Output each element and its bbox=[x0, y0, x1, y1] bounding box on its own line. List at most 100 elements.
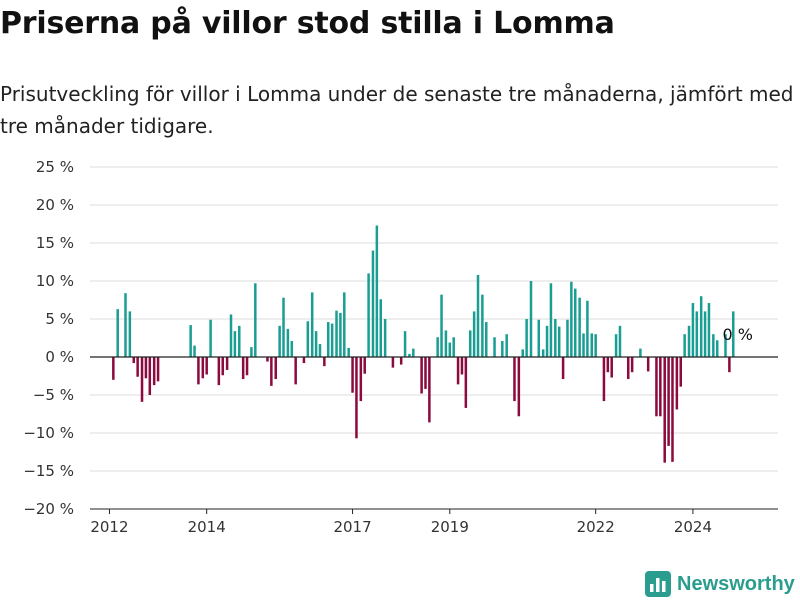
bar bbox=[485, 322, 488, 357]
y-tick-label: 25 % bbox=[36, 158, 74, 176]
bar bbox=[245, 357, 249, 376]
bar bbox=[444, 330, 448, 357]
bar bbox=[618, 325, 622, 357]
bar bbox=[323, 357, 326, 367]
bar bbox=[326, 322, 330, 357]
latest-value-label: 0 % bbox=[723, 325, 753, 344]
bar bbox=[614, 334, 618, 357]
bar-chart: −20 % −15 % −10 % −5 % 0 % 5 % 10 % 15 % 20 % 25 … bbox=[23, 158, 778, 536]
bar bbox=[132, 357, 136, 364]
x-tick-label: 2022 bbox=[577, 518, 615, 536]
bar bbox=[691, 303, 695, 357]
bar bbox=[529, 281, 533, 357]
bar bbox=[699, 296, 703, 357]
bar bbox=[537, 319, 541, 357]
bar bbox=[371, 250, 375, 357]
bar bbox=[646, 357, 650, 372]
y-tick-label: −20 % bbox=[23, 500, 74, 518]
y-tick-label: 15 % bbox=[36, 234, 74, 252]
bar bbox=[351, 357, 354, 393]
bar bbox=[715, 340, 719, 357]
bar bbox=[703, 311, 707, 357]
bar bbox=[359, 357, 363, 402]
x-axis: 2012 2014 2017 2019 2022 2024 bbox=[90, 508, 778, 536]
gridlines bbox=[90, 166, 778, 510]
bar bbox=[335, 310, 338, 357]
bar bbox=[724, 334, 727, 357]
y-tick-label: 20 % bbox=[36, 196, 74, 214]
bar bbox=[391, 357, 395, 368]
bar bbox=[630, 357, 634, 373]
x-tick-label: 2017 bbox=[333, 518, 371, 536]
bar bbox=[270, 357, 273, 386]
bar bbox=[217, 357, 221, 386]
bar bbox=[112, 357, 115, 380]
bar bbox=[343, 292, 346, 357]
bar bbox=[578, 297, 581, 357]
bar bbox=[306, 321, 310, 357]
bar bbox=[193, 345, 196, 357]
bar bbox=[573, 288, 577, 357]
bar bbox=[476, 274, 480, 357]
bar bbox=[671, 357, 674, 462]
bar bbox=[440, 294, 443, 357]
bar bbox=[156, 357, 160, 382]
bar bbox=[712, 334, 715, 357]
bar bbox=[375, 225, 379, 357]
bar bbox=[582, 333, 585, 357]
bar bbox=[274, 357, 277, 380]
bar bbox=[481, 294, 484, 357]
bar bbox=[197, 357, 200, 385]
bar bbox=[639, 348, 642, 357]
bar bbox=[456, 357, 460, 385]
bar bbox=[683, 334, 686, 357]
bar bbox=[241, 357, 245, 380]
bar bbox=[448, 342, 452, 357]
bar bbox=[493, 337, 496, 357]
bar bbox=[732, 311, 735, 357]
chart-title: Priserna på villor stod stilla i Lomma bbox=[0, 6, 615, 41]
bar bbox=[124, 293, 127, 357]
bar bbox=[513, 357, 516, 402]
bar bbox=[606, 357, 610, 373]
x-tick-label: 2019 bbox=[431, 518, 469, 536]
bar bbox=[290, 341, 294, 357]
bar bbox=[140, 357, 144, 402]
bar bbox=[205, 357, 208, 375]
bar bbox=[541, 349, 545, 357]
bar bbox=[561, 357, 565, 380]
bar bbox=[314, 331, 318, 357]
bar bbox=[659, 357, 662, 417]
bar bbox=[367, 273, 370, 357]
bar bbox=[707, 303, 711, 357]
bar bbox=[687, 325, 691, 357]
bar bbox=[501, 341, 504, 357]
bar bbox=[148, 357, 152, 395]
chart-subtitle: Prisutveckling för villor i Lomma under … bbox=[0, 82, 794, 138]
bar bbox=[318, 344, 322, 357]
bar bbox=[436, 337, 439, 357]
bar bbox=[238, 325, 241, 357]
bar bbox=[383, 319, 387, 357]
bar bbox=[667, 357, 670, 446]
bar bbox=[152, 357, 156, 386]
x-tick-label: 2014 bbox=[188, 518, 226, 536]
bar bbox=[209, 319, 212, 357]
bars bbox=[90, 225, 778, 463]
bar bbox=[282, 297, 285, 357]
x-tick-label: 2024 bbox=[674, 518, 712, 536]
bar bbox=[302, 357, 306, 364]
bar bbox=[233, 331, 237, 357]
bar bbox=[557, 326, 561, 357]
bar bbox=[225, 357, 229, 370]
bar bbox=[468, 330, 472, 357]
bar bbox=[586, 300, 589, 357]
y-axis: −20 % −15 % −10 % −5 % 0 % 5 % 10 % 15 % 20 % 25 … bbox=[23, 158, 74, 518]
bar bbox=[566, 319, 569, 357]
newsworthy-logo: Newsworthy bbox=[645, 569, 795, 599]
bar bbox=[655, 357, 658, 417]
bar bbox=[136, 357, 139, 377]
y-tick-label: −15 % bbox=[23, 462, 74, 480]
bar bbox=[229, 314, 233, 357]
bar bbox=[517, 357, 521, 417]
